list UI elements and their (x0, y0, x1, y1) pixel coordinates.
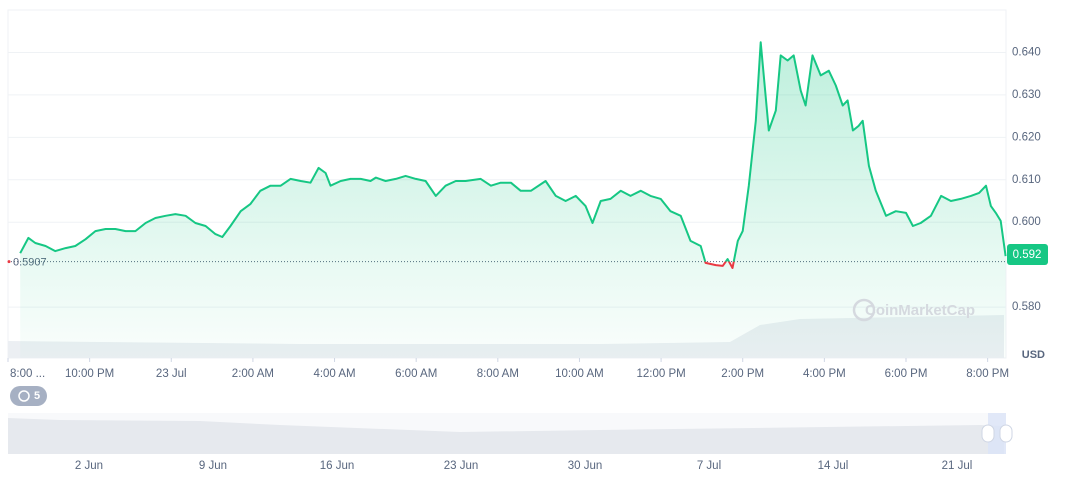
x-axis: 8:00 ... 10:00 PM 23 Jul 2:00 AM 4:00 AM 6:00… (7, 358, 1009, 380)
navigator-axis: 2 Jun 9 Jun 16 Jun 23 Jun 30 Jun 7 Jul 14 Jul 2… (75, 460, 972, 472)
x-tick-label: 10:00 AM (555, 368, 604, 380)
x-tick-label: 10:00 PM (65, 368, 114, 380)
y-tick-label: 0.620 (1012, 131, 1041, 143)
navigator-label: 23 Jun (444, 460, 479, 472)
navigator-label: 16 Jun (320, 460, 355, 472)
currency-label: USD (1022, 349, 1045, 361)
watermark: CoinMarketCap (865, 302, 975, 319)
navigator-window[interactable] (988, 413, 1006, 454)
navigator-label: 14 Jul (818, 460, 849, 472)
navigator-label: 30 Jun (568, 460, 603, 472)
current-price-badge (1007, 244, 1048, 265)
navigator-handle-left[interactable] (981, 424, 995, 443)
x-tick-label: 8:00 PM (966, 368, 1009, 380)
history-count: 5 (34, 390, 40, 402)
history-icon (18, 390, 30, 402)
x-tick-label: 2:00 PM (721, 368, 764, 380)
navigator-area (8, 418, 1004, 454)
current-price-label: 0.592 (1013, 249, 1042, 261)
y-tick-label: 0.580 (1012, 301, 1041, 313)
x-tick-label: 8:00 ... (10, 368, 45, 380)
x-tick-label: 6:00 PM (885, 368, 928, 380)
navigator-label: 7 Jul (697, 460, 721, 472)
price-line (19, 41, 1007, 262)
y-tick-label: 0.640 (1012, 46, 1041, 58)
watermark-logo (852, 298, 876, 322)
navigator-label: 2 Jun (75, 460, 103, 472)
x-tick-label: 4:00 AM (313, 368, 355, 380)
x-tick-label: 23 Jul (156, 368, 187, 380)
x-tick-label: 12:00 PM (636, 368, 685, 380)
navigator-label: 9 Jun (199, 460, 227, 472)
y-tick-label: 0.630 (1012, 89, 1041, 101)
navigator-label: 21 Jul (942, 460, 973, 472)
price-area (20, 42, 1006, 359)
navigator-handle-right[interactable] (999, 424, 1013, 443)
y-tick-label: 0.610 (1012, 174, 1041, 186)
y-tick-label: 0.600 (1012, 216, 1041, 228)
x-tick-label: 8:00 AM (477, 368, 519, 380)
x-tick-label: 6:00 AM (395, 368, 437, 380)
x-tick-label: 2:00 AM (232, 368, 274, 380)
open-price-dot (7, 260, 11, 264)
x-tick-label: 4:00 PM (803, 368, 846, 380)
plot: 0.5907 (7, 41, 1007, 359)
